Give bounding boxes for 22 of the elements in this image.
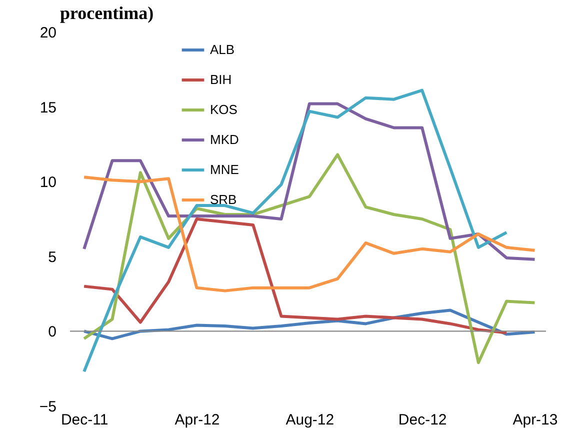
legend-label: MNE [210, 162, 240, 177]
line-series [82, 218, 508, 334]
x-tick-label: Dec-11 [60, 412, 108, 428]
line-series [82, 88, 508, 374]
x-tick-label: Dec-12 [398, 412, 447, 428]
legend-label: KOS [210, 102, 238, 117]
legend-label: BIH [210, 72, 232, 87]
y-tick-label: 10 [40, 174, 56, 192]
legend-label: ALB [210, 42, 235, 57]
y-tick-label: −5 [39, 398, 56, 416]
chart-title: procentima) [60, 3, 154, 23]
y-tick-label: 20 [40, 24, 56, 42]
y-tick-label: 15 [40, 99, 56, 116]
legend-label: MKD [210, 132, 239, 147]
x-tick-label: Aug-12 [286, 412, 334, 428]
line-series [82, 102, 536, 261]
x-tick-label: Apr-13 [512, 412, 558, 428]
x-tick-label: Apr-12 [174, 412, 220, 428]
y-tick-label: 0 [48, 324, 56, 341]
y-tick-label: 5 [48, 248, 56, 266]
legend-label: SRB [210, 192, 237, 207]
line-series [82, 176, 536, 292]
